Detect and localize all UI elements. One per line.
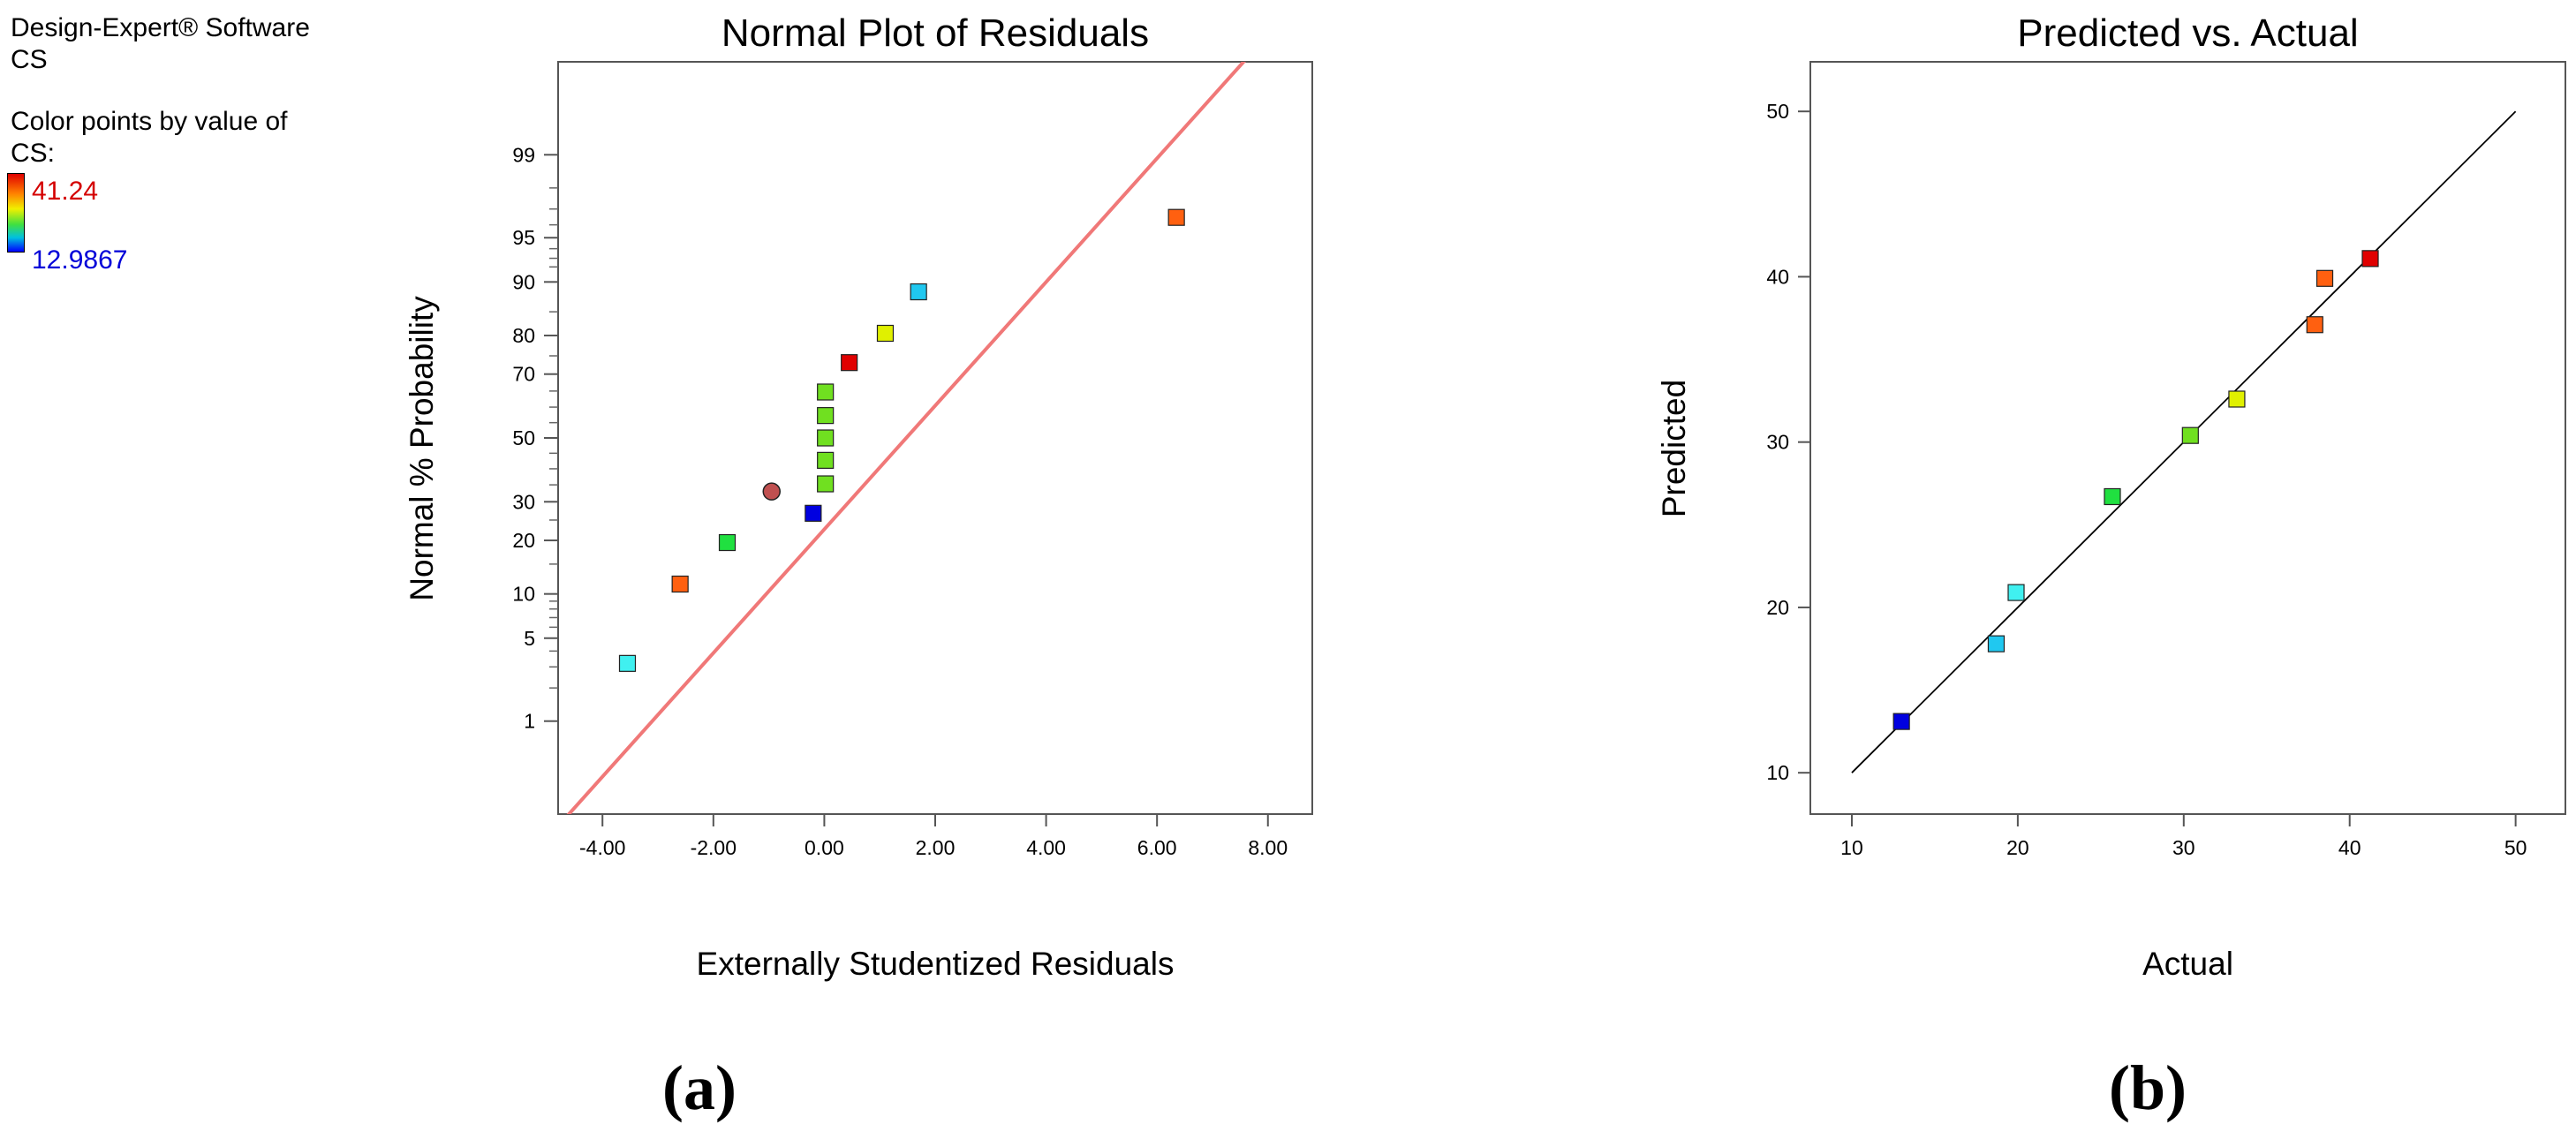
color-scale-low-value: 12.9867: [32, 245, 128, 275]
plot-b-y-axis-label: Predicted: [1656, 380, 1692, 517]
plot-a-reference-line: [566, 62, 1246, 814]
plot-a-data-point: [817, 429, 835, 447]
plot-b-frame: [1809, 61, 2566, 815]
plot-a-data-point: [817, 451, 835, 469]
plot-a-data-point: [671, 575, 689, 593]
color-scale-bar: [7, 173, 25, 253]
plot-a-data-point: [618, 654, 637, 672]
plot-a-y-tick-label: 10: [512, 583, 535, 606]
plot-a-x-tick-label: 2.00: [916, 836, 956, 859]
plot-a-data-point: [1167, 208, 1185, 226]
plot-a-data-point: [817, 475, 835, 493]
plot-a-y-tick-label: 5: [524, 627, 535, 650]
plot-a-x-tick-label: 4.00: [1026, 836, 1066, 859]
plot-b-y-tick-label: 40: [1766, 265, 1789, 288]
plot-a-data-point: [910, 283, 927, 301]
plot-a-x-tick-label: -4.00: [579, 836, 625, 859]
plot-b-data-point: [1892, 713, 1910, 730]
plot-b-y-tick-label: 20: [1766, 596, 1789, 619]
plot-b-y-tick-label: 30: [1766, 431, 1789, 454]
plot-b-x-tick-label: 50: [2504, 836, 2527, 859]
plot-a-x-tick-label: -2.00: [691, 836, 737, 859]
plot-a-y-tick-label: 80: [512, 324, 535, 347]
plot-a-data-point: [817, 383, 835, 401]
plot-a-title: Normal Plot of Residuals: [721, 11, 1149, 55]
plot-a-y-tick-label: 30: [512, 490, 535, 513]
plot-a-x-axis-label: Externally Studentized Residuals: [697, 946, 1175, 982]
plot-b-data-point: [1987, 635, 2006, 653]
plot-a-data-point: [805, 504, 822, 522]
plot-a-y-tick-label: 90: [512, 270, 535, 293]
plot-a-x-tick-label: 8.00: [1248, 836, 1288, 859]
plot-b-x-tick-label: 30: [2172, 836, 2195, 859]
plot-a-data-point: [762, 482, 782, 501]
plot-b-x-tick-label: 10: [1840, 836, 1863, 859]
plot-a-y-tick-label: 95: [512, 226, 535, 249]
color-note-line2: CS:: [11, 139, 56, 168]
plot-b-x-tick-label: 40: [2338, 836, 2361, 859]
legend-panel: Design-Expert® Software CS Color points …: [11, 12, 381, 170]
plot-b-y-tick-label: 50: [1766, 100, 1789, 123]
color-note-line1: Color points by value of: [11, 107, 288, 136]
plot-b-x-axis-label: Actual: [2142, 946, 2233, 982]
plot-b-y-tick-label: 10: [1766, 761, 1789, 784]
response-name: CS: [11, 45, 48, 74]
software-name: Design-Expert® Software: [11, 13, 310, 42]
plot-a-x-tick-label: 0.00: [805, 836, 844, 859]
plot-a-y-tick-label: 99: [512, 143, 535, 166]
plot-a-y-axis-label: Normal % Probability: [404, 296, 440, 601]
plot-b-data-point: [2228, 390, 2246, 408]
plot-b-data-point: [2361, 250, 2379, 268]
plot-a-y-tick-label: 1: [524, 710, 535, 733]
plot-a-y-tick-label: 20: [512, 529, 535, 552]
plot-b-data-point: [2181, 426, 2199, 444]
plot-b-title: Predicted vs. Actual: [2017, 11, 2358, 55]
plot-b-data-point: [2315, 269, 2334, 287]
plot-b-x-tick-label: 20: [2006, 836, 2029, 859]
plot-b-data-point: [2007, 584, 2025, 601]
plot-a-x-tick-label: 6.00: [1137, 836, 1177, 859]
plot-a-data-point: [817, 407, 835, 425]
color-scale-high-value: 41.24: [32, 177, 99, 206]
plot-a-y-tick-label: 70: [512, 363, 535, 386]
plot-b-data-point: [2306, 316, 2323, 334]
panel-b-label: (b): [2109, 1052, 2187, 1123]
plot-a-y-tick-label: 50: [512, 426, 535, 449]
plot-a-data-point: [718, 533, 737, 552]
plot-a-data-point: [876, 324, 895, 343]
plot-b-data-point: [2104, 487, 2121, 506]
panel-a-label: (a): [662, 1052, 737, 1123]
plot-a-data-point: [841, 354, 858, 372]
